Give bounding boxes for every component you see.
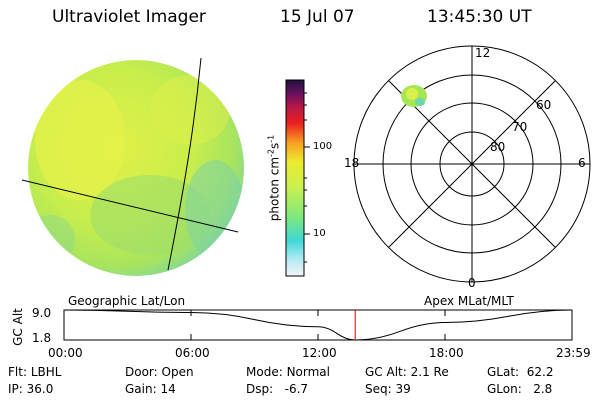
colorbar-gradient (285, 79, 305, 277)
globe-bright-patch (150, 75, 230, 145)
ip-label: IP: (8, 382, 23, 396)
gcalt-field: GC Alt: 2.1 Re (365, 365, 449, 379)
globe-dim-patch (90, 175, 210, 255)
dsp-label: Dsp: (246, 382, 274, 396)
instrument-title: Ultraviolet Imager (52, 7, 206, 27)
geographic-coord-label: Geographic Lat/Lon (68, 294, 186, 308)
ip-field: IP: 36.0 (8, 382, 53, 396)
colorbar-unit-sup: -1 (266, 134, 276, 143)
alt-ytick: 9.0 (32, 306, 52, 320)
flt-field: Flt: LBHL (8, 365, 61, 379)
latitude-line (21, 179, 239, 233)
gain-value: 14 (160, 382, 176, 396)
seq-value: 39 (395, 382, 411, 396)
globe-dim-patch (28, 215, 75, 265)
mlt-label-12: 12 (475, 46, 491, 60)
polar-axis-diagonal (388, 80, 556, 248)
globe-disk (28, 60, 244, 276)
colorbar-tick-label: 100 (313, 141, 333, 152)
alt-xtick: 23:59 (556, 346, 591, 360)
seq-field: Seq: 39 (365, 382, 411, 396)
colorbar-unit-text: s (267, 142, 282, 149)
mlat-label-60: 60 (536, 98, 552, 112)
door-field: Door: Open (125, 365, 194, 379)
door-label: Door: (125, 365, 158, 379)
globe-bright-patch (35, 80, 125, 200)
polar-ring-60 (382, 74, 562, 254)
alt-xtick: 12:00 (302, 346, 337, 360)
apex-coord-label: Apex MLat/MLT (424, 294, 514, 308)
glat-value: 62.2 (526, 365, 554, 379)
glon-field: GLon: 2.8 (487, 382, 552, 396)
ip-value: 36.0 (26, 382, 54, 396)
mlt-label-18: 18 (344, 156, 360, 170)
dsp-value: -6.7 (284, 382, 309, 396)
gain-field: Gain: 14 (125, 382, 176, 396)
longitude-line (167, 57, 202, 271)
colorbar-unit-text: photon cm (267, 156, 282, 222)
mlat-label-80: 80 (490, 140, 506, 154)
auroral-blob-edge (415, 98, 425, 106)
colorbar-tick-label: 10 (313, 228, 326, 239)
glat-field: GLat: 62.2 (487, 365, 553, 379)
alt-strip-frame (63, 309, 573, 341)
globe-dim-patch (185, 160, 244, 260)
polar-axis-diagonal (388, 80, 556, 248)
alt-xtick: 06:00 (175, 346, 210, 360)
mode-value: Normal (286, 365, 330, 379)
mode-label: Mode: (246, 365, 283, 379)
gcalt-value: 2.1 Re (410, 365, 449, 379)
glat-label: GLat: (487, 365, 520, 379)
mlt-label-6: 6 (578, 156, 586, 170)
gain-label: Gain: (125, 382, 157, 396)
seq-label: Seq: (365, 382, 392, 396)
dsp-field: Dsp: -6.7 (246, 382, 308, 396)
door-value: Open (161, 365, 194, 379)
flt-label: Flt: (8, 365, 27, 379)
alt-ytick: 1.8 (32, 331, 52, 345)
auroral-blob (401, 85, 427, 107)
glon-label: GLon: (487, 382, 522, 396)
gc-alt-line (63, 309, 573, 341)
observation-date: 15 Jul 07 (280, 7, 355, 27)
alt-xtick: 18:00 (429, 346, 464, 360)
mode-field: Mode: Normal (246, 365, 330, 379)
glon-value: 2.8 (533, 382, 553, 396)
flt-value: LBHL (30, 365, 62, 379)
auroral-blob-core (406, 88, 418, 100)
mlat-label-70: 70 (512, 120, 528, 134)
observation-time: 13:45:30 UT (427, 7, 532, 27)
mlt-label-0: 0 (468, 276, 476, 290)
gcalt-label: GC Alt: (365, 365, 407, 379)
colorbar-unit-sup: -2 (266, 148, 276, 157)
alt-xtick: 00:00 (48, 346, 83, 360)
polar-ring-outer (353, 45, 591, 283)
alt-strip-ylabel-text: GC Alt (11, 308, 25, 346)
